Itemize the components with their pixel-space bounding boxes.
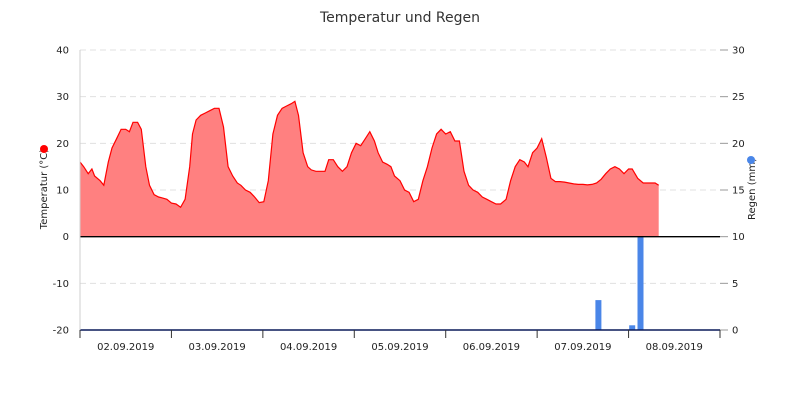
left-tick-label: 30 — [56, 92, 69, 103]
temperature-line — [79, 100, 660, 209]
x-axis-ticks: 02.09.2019 03.09.2019 04.09.2019 05.09.2019… — [79, 330, 721, 353]
left-tick-label: 0 — [63, 232, 69, 243]
left-tick-label: 40 — [56, 46, 69, 57]
right-tick-label: 0 — [732, 326, 738, 337]
right-tick-label: 20 — [732, 139, 745, 150]
left-tick-label: -20 — [53, 326, 69, 337]
chart-title: Temperatur und Regen — [319, 10, 480, 26]
left-axis-ticks: 40 30 20 10 0 -10 -20 — [53, 46, 69, 337]
x-tick-label: 04.09.2019 — [280, 342, 337, 353]
grid-lines — [80, 49, 720, 284]
x-tick-label: 06.09.2019 — [463, 342, 520, 353]
right-tick-label: 10 — [732, 232, 745, 243]
rain-bar — [637, 236, 644, 330]
rain-bar — [629, 325, 636, 330]
right-axis-label: Regen (mm) — [747, 158, 758, 220]
x-tick-label: 08.09.2019 — [646, 342, 703, 353]
left-axis-label: Temperatur (°C) — [39, 149, 50, 230]
right-tick-label: 25 — [732, 92, 745, 103]
x-tick-label: 03.09.2019 — [189, 342, 246, 353]
left-tick-label: 10 — [56, 186, 69, 197]
rain-legend-dot — [747, 156, 755, 164]
right-tick-label: 5 — [732, 279, 738, 290]
right-tick-label: 15 — [732, 186, 745, 197]
axes — [79, 50, 720, 331]
temperature-legend-dot — [40, 145, 48, 153]
right-tick-label: 30 — [732, 46, 745, 57]
x-tick-label: 02.09.2019 — [97, 342, 154, 353]
temperature-area-fill — [80, 101, 659, 237]
rain-bar — [595, 300, 602, 330]
left-tick-label: 20 — [56, 139, 69, 150]
rain-bars — [595, 236, 644, 330]
x-tick-label: 05.09.2019 — [371, 342, 428, 353]
temperature-area — [79, 100, 660, 237]
x-tick-label: 07.09.2019 — [554, 342, 611, 353]
left-tick-label: -10 — [53, 279, 69, 290]
right-axis-ticks: 30 25 20 15 10 5 0 — [720, 46, 745, 337]
